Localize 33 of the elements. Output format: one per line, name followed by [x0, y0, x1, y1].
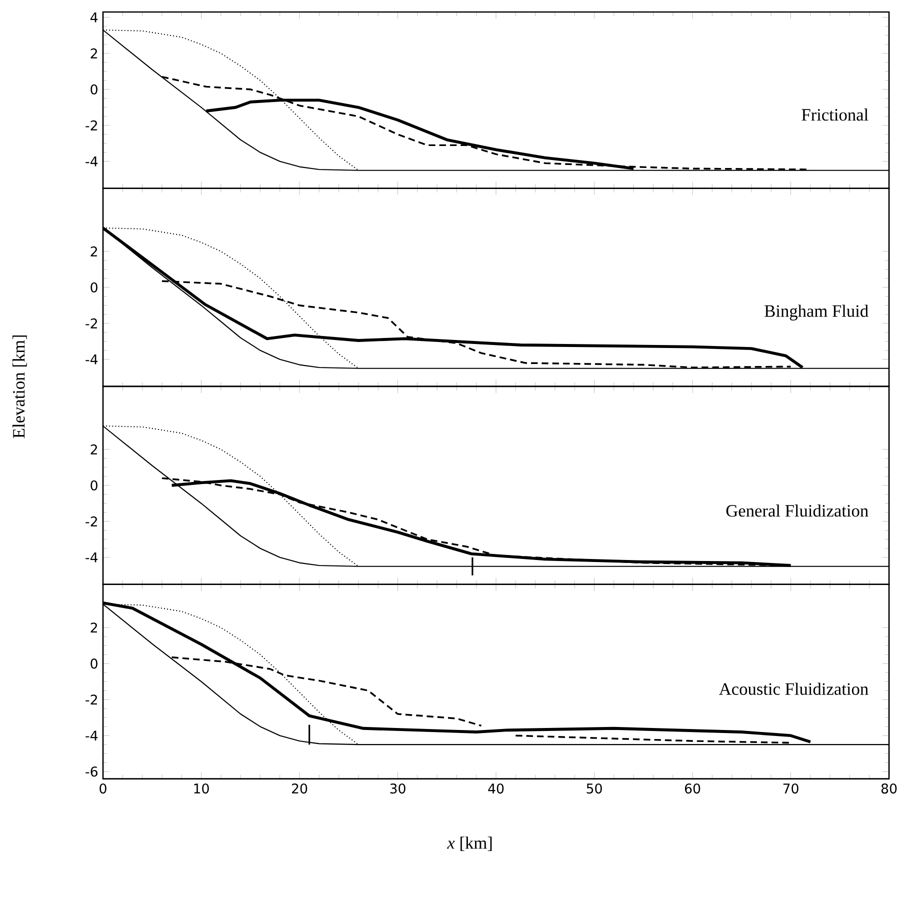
x-tick-label: 70: [783, 783, 798, 794]
y-tick-label: -2: [86, 318, 97, 328]
y-tick-label: 0: [90, 480, 98, 490]
text: Acoustic Fluidization: [719, 682, 868, 695]
y-tick-label: -4: [86, 552, 98, 562]
y-axis-title: Elevation [km]: [12, 335, 27, 438]
x-tick-label: 50: [586, 783, 602, 794]
y-tick-label: -4: [86, 730, 98, 740]
y-tick-label: -2: [86, 516, 97, 526]
y-tick-label: 2: [90, 622, 97, 633]
y-tick-label: -4: [86, 156, 98, 166]
y-tick-label: 2: [90, 444, 97, 454]
x-tick-label: 20: [292, 783, 308, 794]
text: General Fluidization: [726, 504, 868, 517]
x-tick-label: 0: [100, 783, 106, 794]
y-tick-label: 0: [90, 658, 98, 669]
x-axis-title: x [km]: [447, 836, 492, 851]
x-tick-label: 40: [488, 783, 504, 794]
y-tick-label: 2: [90, 48, 97, 58]
x-tick-label: 80: [881, 783, 897, 794]
text: Frictional: [802, 108, 868, 121]
x-tick-label: 10: [194, 783, 209, 794]
y-tick-label: -2: [86, 694, 97, 705]
y-tick-label: -2: [86, 120, 97, 130]
y-tick-label: -4: [86, 354, 98, 364]
x-tick-label: 60: [684, 783, 700, 794]
text: Bingham Fluid: [764, 304, 868, 320]
y-tick-label: 0: [90, 282, 98, 292]
y-tick-label: -6: [86, 766, 98, 777]
y-tick-label: 0: [90, 84, 98, 94]
x-tick-label: 30: [390, 783, 406, 794]
y-tick-label: 2: [90, 246, 97, 256]
y-tick-label: 4: [90, 12, 98, 22]
